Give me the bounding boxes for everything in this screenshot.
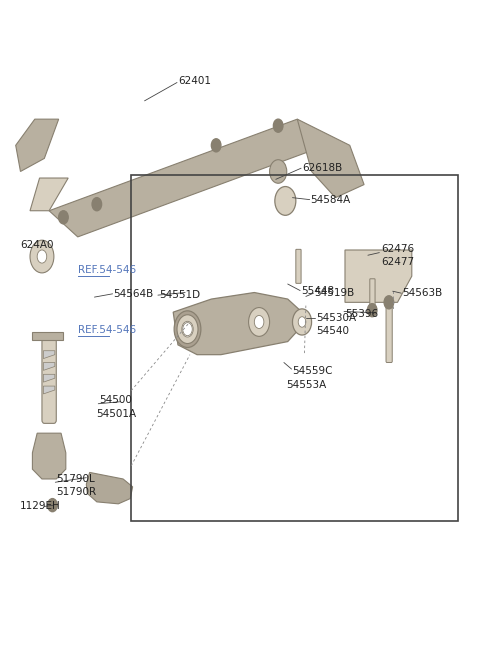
Text: REF.54-546: REF.54-546 bbox=[78, 325, 136, 336]
Circle shape bbox=[59, 211, 68, 224]
Text: 62401: 62401 bbox=[178, 76, 211, 86]
Circle shape bbox=[211, 139, 221, 152]
Circle shape bbox=[367, 304, 377, 317]
Polygon shape bbox=[43, 351, 55, 359]
Circle shape bbox=[270, 160, 287, 183]
Polygon shape bbox=[33, 332, 63, 340]
Circle shape bbox=[48, 499, 57, 512]
Text: 51790L: 51790L bbox=[56, 474, 95, 484]
Text: 54551D: 54551D bbox=[159, 290, 200, 300]
Polygon shape bbox=[43, 386, 55, 394]
Circle shape bbox=[183, 323, 192, 336]
Text: 55396: 55396 bbox=[345, 309, 378, 319]
Text: 54553A: 54553A bbox=[286, 380, 326, 390]
Circle shape bbox=[177, 315, 198, 344]
Text: 54559C: 54559C bbox=[292, 366, 333, 376]
Text: 62476: 62476 bbox=[381, 244, 414, 254]
Text: 54584A: 54584A bbox=[311, 194, 351, 204]
Circle shape bbox=[92, 198, 102, 211]
Text: 54530A: 54530A bbox=[316, 313, 357, 323]
Polygon shape bbox=[86, 472, 132, 504]
FancyBboxPatch shape bbox=[42, 338, 56, 423]
Polygon shape bbox=[33, 433, 66, 479]
Text: 62477: 62477 bbox=[381, 258, 414, 267]
Polygon shape bbox=[16, 119, 59, 171]
Circle shape bbox=[298, 317, 306, 327]
Polygon shape bbox=[43, 374, 55, 382]
Text: 54501A: 54501A bbox=[96, 409, 136, 419]
Polygon shape bbox=[345, 250, 412, 302]
Text: 54563B: 54563B bbox=[402, 288, 443, 298]
Circle shape bbox=[274, 119, 283, 132]
Text: 1129EH: 1129EH bbox=[20, 501, 60, 511]
Text: 54519B: 54519B bbox=[314, 288, 355, 298]
Circle shape bbox=[37, 250, 47, 263]
Bar bbox=[131, 175, 458, 522]
Circle shape bbox=[249, 307, 270, 336]
Text: 54564B: 54564B bbox=[114, 289, 154, 299]
FancyBboxPatch shape bbox=[386, 301, 392, 363]
Text: 55448: 55448 bbox=[301, 286, 334, 296]
Text: 62618B: 62618B bbox=[302, 163, 342, 173]
Circle shape bbox=[292, 309, 312, 335]
Circle shape bbox=[254, 315, 264, 328]
Polygon shape bbox=[49, 119, 326, 237]
FancyBboxPatch shape bbox=[296, 250, 301, 283]
Polygon shape bbox=[173, 292, 302, 355]
Polygon shape bbox=[297, 119, 364, 198]
FancyBboxPatch shape bbox=[370, 279, 375, 309]
Circle shape bbox=[182, 321, 193, 337]
Text: 51790R: 51790R bbox=[56, 487, 96, 497]
Text: REF.54-546: REF.54-546 bbox=[78, 265, 136, 275]
Circle shape bbox=[384, 296, 394, 309]
Circle shape bbox=[30, 240, 54, 273]
Text: 54500: 54500 bbox=[99, 396, 132, 405]
Polygon shape bbox=[43, 363, 55, 371]
Text: 624A0: 624A0 bbox=[21, 240, 54, 250]
Circle shape bbox=[275, 187, 296, 215]
Text: 54540: 54540 bbox=[316, 326, 349, 336]
Polygon shape bbox=[30, 178, 68, 211]
Circle shape bbox=[174, 311, 201, 348]
